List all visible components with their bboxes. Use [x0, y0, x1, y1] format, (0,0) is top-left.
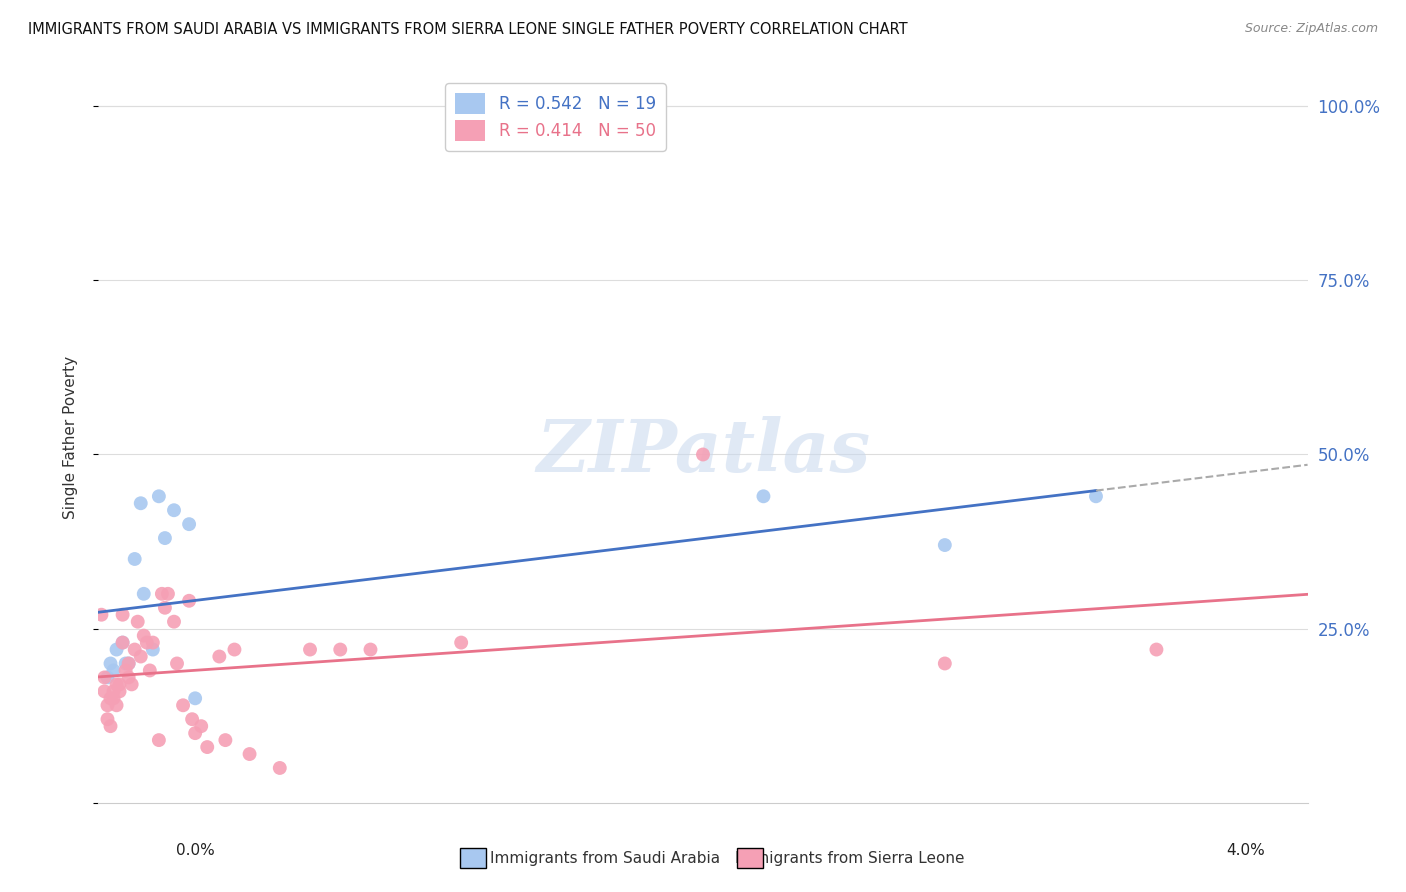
Point: [184, 691, 207, 706]
Point: [153, 600, 176, 615]
Point: [118, 670, 141, 684]
Point: [360, 642, 382, 657]
Point: [132, 629, 155, 643]
Point: [100, 657, 122, 671]
Text: Immigrants from Saudi Arabia: Immigrants from Saudi Arabia: [491, 851, 720, 865]
Point: [181, 712, 204, 726]
Point: [153, 531, 176, 545]
Point: [103, 664, 125, 678]
Text: Source: ZipAtlas.com: Source: ZipAtlas.com: [1244, 22, 1378, 36]
Point: [450, 635, 472, 649]
Point: [224, 642, 246, 657]
Point: [156, 587, 179, 601]
Text: IMMIGRANTS FROM SAUDI ARABIA VS IMMIGRANTS FROM SIERRA LEONE SINGLE FATHER POVER: IMMIGRANTS FROM SAUDI ARABIA VS IMMIGRAN…: [28, 22, 908, 37]
Point: [132, 587, 155, 601]
Point: [179, 594, 201, 608]
Point: [135, 635, 157, 649]
Point: [124, 642, 146, 657]
Point: [124, 552, 146, 566]
Point: [118, 657, 141, 671]
Point: [299, 642, 322, 657]
Point: [105, 677, 128, 691]
Point: [114, 664, 136, 678]
Point: [93, 670, 115, 684]
Point: [752, 489, 775, 503]
Point: [148, 733, 170, 747]
Legend: R = 0.542   N = 19, R = 0.414   N = 50: R = 0.542 N = 19, R = 0.414 N = 50: [446, 83, 666, 151]
Point: [190, 719, 212, 733]
Point: [127, 615, 149, 629]
Point: [96, 712, 118, 726]
Point: [129, 496, 152, 510]
Point: [184, 726, 207, 740]
Text: ZIPatlas: ZIPatlas: [536, 417, 870, 487]
Point: [692, 448, 714, 462]
Point: [214, 733, 236, 747]
Point: [142, 635, 165, 649]
Point: [166, 657, 188, 671]
Point: [934, 538, 956, 552]
Point: [96, 670, 118, 684]
Point: [114, 657, 136, 671]
Point: [105, 642, 128, 657]
Point: [105, 698, 128, 713]
Point: [1146, 642, 1168, 657]
Point: [163, 503, 186, 517]
Point: [150, 587, 173, 601]
Point: [108, 684, 131, 698]
Point: [269, 761, 291, 775]
Point: [163, 615, 186, 629]
Point: [121, 677, 143, 691]
Point: [90, 607, 112, 622]
Point: [934, 657, 956, 671]
Point: [195, 740, 218, 755]
Point: [329, 642, 352, 657]
Y-axis label: Single Father Poverty: Single Father Poverty: [63, 356, 77, 518]
Text: Immigrants from Sierra Leone: Immigrants from Sierra Leone: [734, 851, 965, 865]
Point: [172, 698, 194, 713]
Point: [239, 747, 262, 761]
Point: [103, 691, 125, 706]
Point: [118, 657, 141, 671]
Point: [100, 691, 122, 706]
Point: [142, 642, 165, 657]
Point: [111, 607, 134, 622]
Point: [108, 677, 131, 691]
Text: 0.0%: 0.0%: [176, 843, 215, 858]
Point: [93, 684, 115, 698]
Point: [103, 684, 125, 698]
Point: [129, 649, 152, 664]
Point: [1085, 489, 1108, 503]
Text: 4.0%: 4.0%: [1226, 843, 1265, 858]
Point: [139, 664, 162, 678]
Point: [148, 489, 170, 503]
Point: [96, 698, 118, 713]
Point: [100, 719, 122, 733]
Point: [111, 635, 134, 649]
Point: [208, 649, 231, 664]
Point: [111, 635, 134, 649]
Point: [179, 517, 201, 532]
